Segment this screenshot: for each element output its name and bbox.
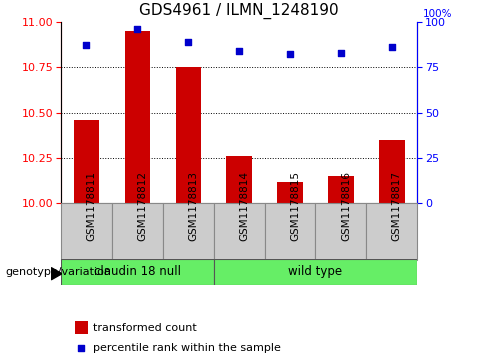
Title: GDS4961 / ILMN_1248190: GDS4961 / ILMN_1248190 [139,3,339,19]
Point [82,42,90,48]
Text: claudin 18 null: claudin 18 null [94,265,181,278]
Bar [328,176,354,203]
Text: GSM1178817: GSM1178817 [392,171,402,241]
Text: genotype/variation: genotype/variation [5,267,111,277]
Bar [75,321,88,334]
Point [337,50,345,56]
Bar [264,203,315,260]
Text: 100%: 100% [423,9,452,19]
Bar [214,259,417,285]
Bar [163,203,214,260]
Text: GSM1178812: GSM1178812 [137,171,147,241]
Bar [112,203,163,260]
Text: GSM1178813: GSM1178813 [188,171,198,241]
Bar [124,31,150,203]
Bar [61,203,112,260]
Text: wild type: wild type [288,265,343,278]
Text: percentile rank within the sample: percentile rank within the sample [93,343,281,354]
Text: GSM1178814: GSM1178814 [239,171,249,241]
Bar [315,203,366,260]
Point [184,39,192,45]
Bar [226,156,252,203]
Text: GSM1178816: GSM1178816 [341,171,351,241]
Point [78,346,85,351]
Point [235,48,243,54]
Bar [366,203,417,260]
Point [286,52,294,57]
Bar [74,120,99,203]
Bar [379,140,405,203]
Bar [61,259,214,285]
Text: GSM1178811: GSM1178811 [86,171,97,241]
Point [388,44,396,50]
Polygon shape [51,268,62,280]
Point [133,26,141,32]
Bar [277,182,303,203]
Text: transformed count: transformed count [93,323,197,333]
Bar [214,203,264,260]
Text: GSM1178815: GSM1178815 [290,171,300,241]
Bar [176,67,201,203]
